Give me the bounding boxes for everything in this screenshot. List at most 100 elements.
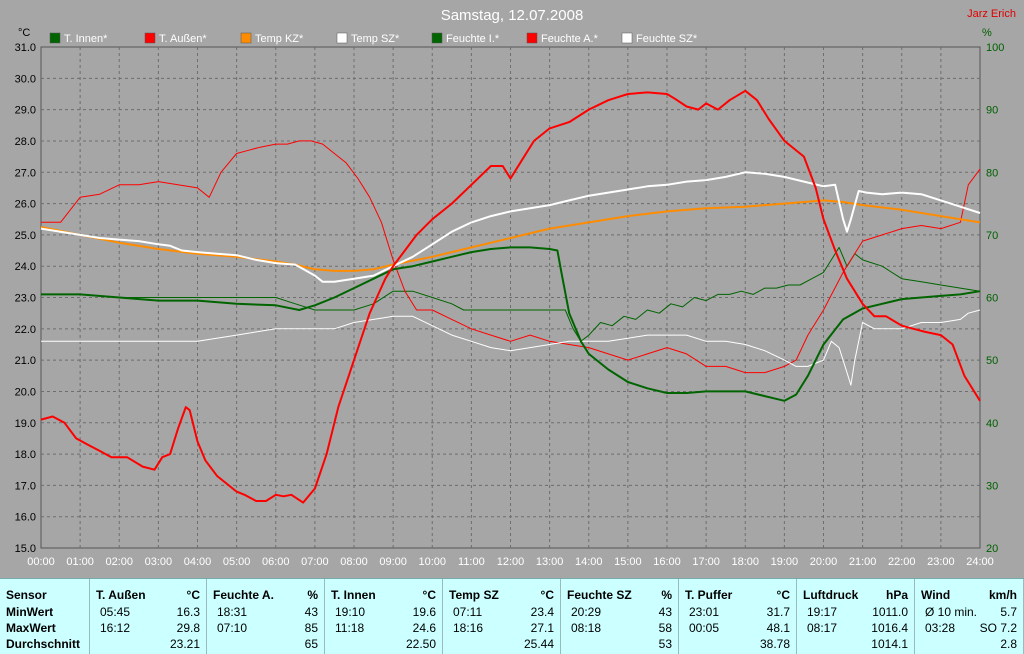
y-left-tick-label: 24.0 — [15, 261, 36, 273]
stats-time: 18:31 — [217, 605, 248, 619]
stats-time: 08:18 — [571, 621, 602, 635]
stats-row: 07:11 23.4 — [443, 604, 560, 620]
stats-row-label: MaxWert — [6, 621, 56, 635]
stats-column: Temp SZ °C 07:11 23.4 18:16 27.1 25.44 — [443, 579, 561, 654]
left-axis-unit: °C — [18, 27, 30, 39]
statistics-table: Sensor MinWert MaxWert Durchschnitt T. Außen… — [0, 578, 1024, 654]
stats-time: 08:17 — [807, 621, 838, 635]
stats-row: 18:16 27.1 — [443, 620, 560, 636]
stats-row: 25.44 — [443, 636, 560, 652]
y-right-tick-label: 70 — [986, 230, 998, 242]
stats-column-unit: % — [661, 588, 672, 602]
stats-column-title: T. Außen — [96, 588, 146, 602]
x-tick-label: 14:00 — [575, 556, 603, 568]
x-tick-label: 19:00 — [771, 556, 799, 568]
stats-time: 00:05 — [689, 621, 720, 635]
y-right-tick-label: 40 — [986, 418, 998, 430]
series-line-2 — [40, 89, 981, 504]
stats-time: Ø 10 min. — [925, 605, 978, 619]
legend-entry: T. Außen* — [159, 33, 207, 45]
legend-swatch — [240, 32, 252, 44]
stats-row: 18:31 43 — [207, 604, 324, 620]
y-left-tick-label: 29.0 — [15, 105, 36, 117]
stats-row: 23.21 — [90, 636, 206, 652]
x-tick-label: 08:00 — [340, 556, 368, 568]
legend-swatch — [431, 32, 443, 44]
y-left-tick-label: 16.0 — [15, 512, 36, 524]
stats-column: T. Innen °C 19:10 19.6 11:18 24.6 22.50 — [325, 579, 443, 654]
x-tick-label: 06:00 — [262, 556, 290, 568]
series-line-6 — [41, 140, 981, 374]
stats-column: Sensor MinWert MaxWert Durchschnitt — [0, 579, 90, 654]
stats-column-unit: °C — [422, 588, 436, 602]
y-right-tick-label: 60 — [986, 293, 998, 305]
x-tick-label: 20:00 — [810, 556, 838, 568]
stats-value: 24.6 — [412, 621, 436, 635]
stats-row: 07:10 85 — [207, 620, 324, 636]
legend-entry: Temp KZ* — [255, 33, 304, 45]
chart-title: Samstag, 12.07.2008 — [441, 7, 584, 24]
stats-column-title: T. Innen — [331, 588, 376, 602]
stats-row-label: MinWert — [6, 605, 54, 619]
series-line-5 — [41, 246, 981, 342]
stats-value: 23.4 — [530, 605, 554, 619]
stats-value: 43 — [658, 605, 672, 619]
stats-value: 16.3 — [176, 605, 200, 619]
stats-column: Feuchte SZ% 20:29 43 08:18 58 53 — [561, 579, 679, 654]
stats-row: Ø 10 min. 5.7 — [915, 604, 1023, 620]
x-tick-label: 00:00 — [27, 556, 55, 568]
x-tick-label: 15:00 — [614, 556, 642, 568]
stats-column-title: Luftdruck — [803, 588, 859, 602]
y-left-tick-label: 27.0 — [15, 167, 36, 179]
stats-column-unit: °C — [186, 588, 200, 602]
stats-value: SO 7.2 — [979, 621, 1017, 635]
x-tick-label: 12:00 — [497, 556, 525, 568]
legend-entry: T. Innen* — [64, 33, 108, 45]
stats-time: 07:11 — [453, 605, 483, 619]
x-tick-label: 18:00 — [731, 556, 759, 568]
y-left-tick-label: 18.0 — [15, 449, 36, 461]
y-right-tick-label: 100 — [986, 42, 1004, 54]
x-tick-label: 13:00 — [536, 556, 564, 568]
stats-time: 20:29 — [571, 605, 602, 619]
stats-row-label: Durchschnitt — [6, 637, 81, 651]
legend-swatch — [144, 32, 156, 44]
stats-value: 19.6 — [412, 605, 436, 619]
x-tick-label: 04:00 — [184, 556, 212, 568]
series-line-4 — [40, 171, 981, 283]
series-line-1 — [41, 246, 981, 402]
x-tick-label: 17:00 — [692, 556, 720, 568]
stats-row: 16:12 29.8 — [90, 620, 206, 636]
y-left-tick-label: 26.0 — [15, 199, 36, 211]
stats-time: 16:12 — [100, 621, 131, 635]
stats-column-title: Temp SZ — [449, 588, 499, 602]
stats-row: 00:05 48.1 — [679, 620, 796, 636]
y-left-tick-label: 28.0 — [15, 136, 36, 148]
stats-time: 23:01 — [689, 605, 720, 619]
stats-time: 11:18 — [335, 621, 365, 635]
chart-axes: 00:00 01:00 02:00 03:00 04:00 05:00 06:00 07:00… — [15, 42, 1005, 568]
stats-value: 29.8 — [176, 621, 200, 635]
stats-column: Luftdruck hPa 19:17 1011.0 08:17 1016.4 1014.1 — [797, 579, 915, 654]
stats-row: Durchschnitt — [0, 636, 89, 652]
stats-row: 03:28 SO 7.2 — [915, 620, 1023, 636]
chart-background — [0, 0, 1024, 578]
stats-row: 65 — [207, 636, 324, 652]
legend-entry: Feuchte I.* — [446, 33, 500, 45]
y-left-tick-label: 15.0 — [15, 543, 36, 555]
stats-row: 53 — [561, 636, 678, 652]
stats-row: MaxWert — [0, 620, 89, 636]
y-left-tick-label: 17.0 — [15, 480, 36, 492]
legend-entry: Temp SZ* — [351, 33, 400, 45]
author-label: Jarz Erich — [967, 8, 1016, 20]
stats-row: 08:17 1016.4 — [797, 620, 914, 636]
stats-value: 25.44 — [523, 637, 554, 651]
legend-swatch — [526, 32, 538, 44]
legend-entry: Feuchte SZ* — [636, 33, 698, 45]
x-tick-label: 16:00 — [653, 556, 681, 568]
stats-column-title: Sensor — [6, 588, 47, 602]
stats-column-title: Wind — [921, 588, 951, 602]
stats-value: 85 — [304, 621, 318, 635]
stats-value: 31.7 — [766, 605, 790, 619]
stats-column-unit: % — [307, 588, 318, 602]
